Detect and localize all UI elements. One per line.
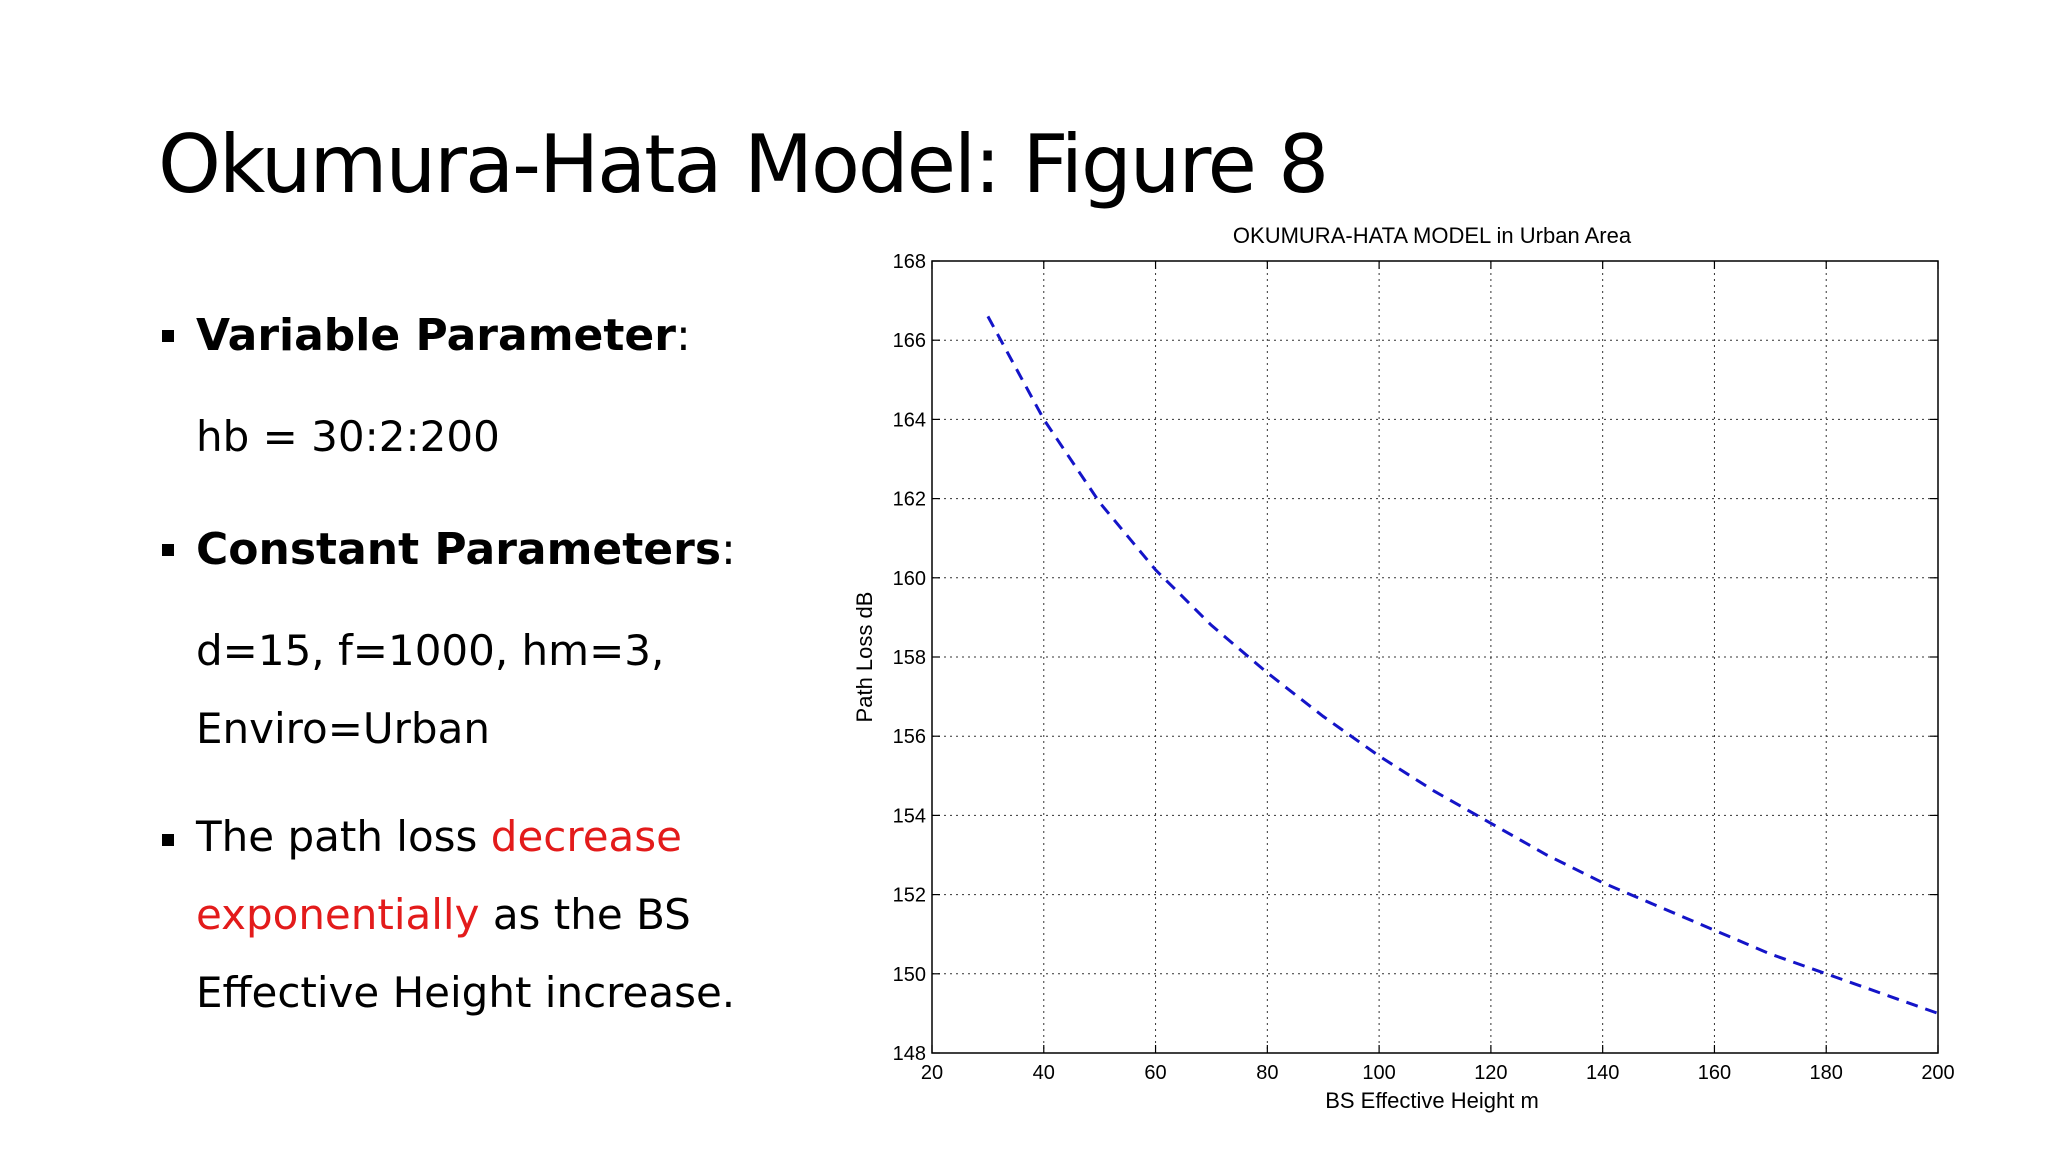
x-tick-label: 140: [1586, 1062, 1619, 1084]
chart-grid: [932, 261, 1938, 1053]
note-part1: The path loss: [196, 812, 491, 861]
y-tick-label: 154: [893, 805, 926, 827]
y-tick-label: 152: [893, 885, 926, 907]
note-line3: Effective Height increase.: [196, 968, 736, 1017]
x-axis-title: BS Effective Height m: [1325, 1088, 1539, 1113]
slide-title: Okumura-Hata Model: Figure 8: [158, 118, 1329, 211]
y-tick-label: 160: [893, 568, 926, 590]
constant-parameters-label: Constant Parameters:: [196, 524, 736, 575]
x-tick-label: 40: [1033, 1062, 1055, 1084]
x-tick-label: 120: [1474, 1062, 1507, 1084]
x-tick-label: 200: [1921, 1062, 1954, 1084]
note-line1: The path loss decrease: [196, 812, 682, 861]
y-axis-title: Path Loss dB: [852, 592, 877, 723]
note-part2: as the BS: [479, 890, 691, 939]
note-red2: exponentially: [196, 890, 480, 939]
note-red1: decrease: [490, 812, 683, 861]
variable-heading: Variable Parameter: [196, 310, 676, 361]
series-line: [986, 315, 1939, 1015]
constant-line1: d=15, f=1000, hm=3,: [196, 626, 665, 675]
y-tick-label: 168: [893, 251, 926, 273]
constant-colon: :: [721, 524, 736, 575]
chart-ticks: 20 40 60 80 100 120 140 160 180 200 148 150 152 154 15…: [893, 251, 1955, 1084]
variable-value: hb = 30:2:200: [196, 412, 500, 461]
y-tick-label: 166: [893, 330, 926, 352]
x-tick-label: 20: [921, 1062, 943, 1084]
bullet-square-icon: [162, 330, 174, 342]
variable-parameter-label: Variable Parameter:: [196, 310, 691, 361]
x-tick-label: 60: [1144, 1062, 1166, 1084]
x-tick-label: 80: [1256, 1062, 1278, 1084]
x-tick-label: 180: [1810, 1062, 1843, 1084]
chart-title: OKUMURA-HATA MODEL in Urban Area: [1233, 223, 1632, 248]
x-tick-label: 160: [1698, 1062, 1731, 1084]
constant-line2: Enviro=Urban: [196, 704, 490, 753]
y-tick-label: 158: [893, 647, 926, 669]
variable-colon: :: [675, 310, 691, 361]
bullet-square-icon: [162, 544, 174, 556]
y-tick-label: 156: [893, 726, 926, 748]
y-tick-label: 150: [893, 964, 926, 986]
y-tick-label: 164: [893, 409, 926, 431]
x-tick-label: 100: [1362, 1062, 1395, 1084]
y-tick-label: 148: [893, 1043, 926, 1065]
note-line2: exponentially as the BS: [196, 890, 691, 939]
y-tick-label: 162: [893, 489, 926, 511]
bullet-square-icon: [162, 834, 174, 846]
constant-heading: Constant Parameters: [196, 524, 722, 575]
